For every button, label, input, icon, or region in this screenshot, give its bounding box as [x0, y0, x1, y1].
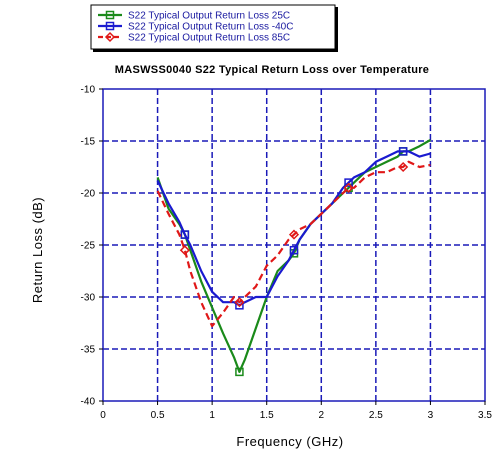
data-point-marker	[288, 229, 300, 240]
y-tick-label: -40	[81, 397, 96, 408]
x-axis-label: Frequency (GHz)	[236, 434, 343, 449]
legend-entry: S22 Typical Output Return Loss -40C	[98, 22, 293, 33]
data-point-marker	[398, 147, 408, 156]
x-tick-label: 0.5	[151, 410, 165, 421]
data-point-marker	[180, 230, 190, 239]
y-tick-label: -35	[81, 345, 96, 356]
legend-box-shadow-bottom	[93, 49, 338, 52]
series-line	[156, 150, 431, 307]
x-tick-label: 1	[209, 410, 215, 421]
legend-box	[90, 4, 336, 50]
series-line	[156, 160, 431, 328]
data-point-marker	[344, 178, 353, 187]
legend-entry: S22 Typical Output Return Loss 25C	[98, 11, 290, 22]
y-tick-label: -10	[81, 85, 96, 96]
data-point-marker	[343, 182, 354, 193]
data-point-marker	[179, 245, 190, 256]
x-tick-label: 0	[100, 410, 106, 421]
chart-title: MASWSS0040 S22 Typical Return Loss over …	[115, 64, 429, 76]
data-point-marker	[235, 367, 244, 377]
x-tick-label: 3	[428, 410, 434, 421]
legend-label: S22 Typical Output Return Loss 25C	[128, 11, 290, 22]
x-tick-label: 2	[319, 410, 325, 421]
y-tick-label: -15	[81, 137, 96, 148]
legend-box-shadow-right	[335, 7, 338, 51]
y-tick-label: -20	[81, 189, 96, 200]
x-tick-label: 3.5	[478, 410, 492, 421]
data-point-marker	[234, 297, 245, 308]
series-3	[156, 160, 431, 328]
x-tick-label: 2.5	[369, 410, 383, 421]
legend-entry: S22 Typical Output Return Loss 85C	[98, 31, 290, 44]
y-tick-label: -25	[81, 241, 96, 252]
y-tick-label: -30	[81, 293, 96, 304]
legend-marker	[105, 10, 115, 20]
series-2	[156, 147, 431, 310]
legend-marker	[105, 21, 115, 31]
legend-label: S22 Typical Output Return Loss -40C	[128, 22, 293, 33]
legend-marker	[104, 31, 116, 43]
legend-label: S22 Typical Output Return Loss 85C	[128, 33, 290, 44]
x-tick-label: 1.5	[260, 410, 274, 421]
data-point-marker	[289, 245, 299, 255]
data-point-marker	[398, 161, 409, 173]
plot-area: 0 0.5 1 1.5 2 2.5 3 3.5 -10 -15 -20 -25 -30 -35 -40	[81, 85, 493, 422]
y-axis-label: Return Loss (dB)	[30, 197, 45, 303]
